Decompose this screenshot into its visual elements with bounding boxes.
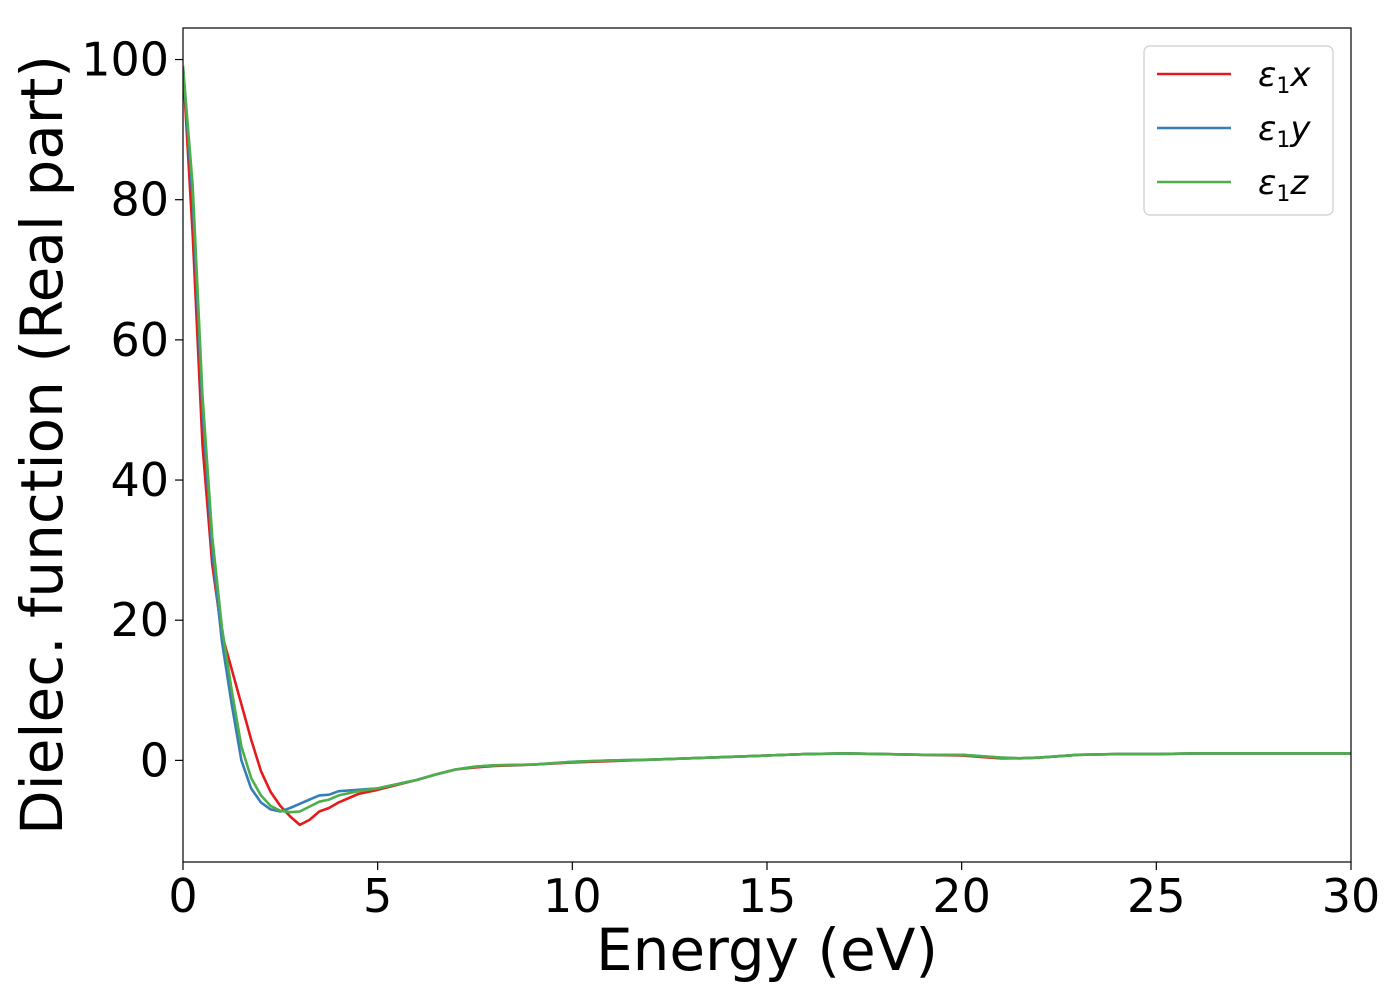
legend-label-y: ε1y <box>1258 109 1311 153</box>
legend-label-z: ε1z <box>1258 163 1309 207</box>
x-tick-label: 30 <box>1322 869 1381 923</box>
y-tick-label: 60 <box>110 313 169 367</box>
legend-box <box>1143 45 1334 216</box>
legend: ε1x ε1y ε1z <box>1143 45 1334 216</box>
y-tick-label: 40 <box>110 453 169 507</box>
x-axis-ticks: 0 5 10 15 20 25 30 <box>168 862 1380 923</box>
x-tick-label: 0 <box>168 869 197 923</box>
x-tick-label: 10 <box>543 869 602 923</box>
x-tick-label: 20 <box>932 869 991 923</box>
legend-label-x: ε1x <box>1258 55 1311 99</box>
y-tick-label: 80 <box>110 173 169 227</box>
y-tick-label: 20 <box>110 593 169 647</box>
y-axis-ticks: 0 20 40 60 80 100 <box>81 33 183 787</box>
y-tick-label: 0 <box>140 733 169 787</box>
y-axis-title: Dielec. function (Real part) <box>8 55 76 835</box>
x-axis-title: Energy (eV) <box>596 916 938 984</box>
x-tick-label: 15 <box>738 869 797 923</box>
x-tick-label: 5 <box>363 869 392 923</box>
series-line-z <box>183 66 1351 814</box>
x-tick-label: 25 <box>1127 869 1186 923</box>
plot-lines <box>183 66 1351 827</box>
y-tick-label: 100 <box>81 33 169 87</box>
